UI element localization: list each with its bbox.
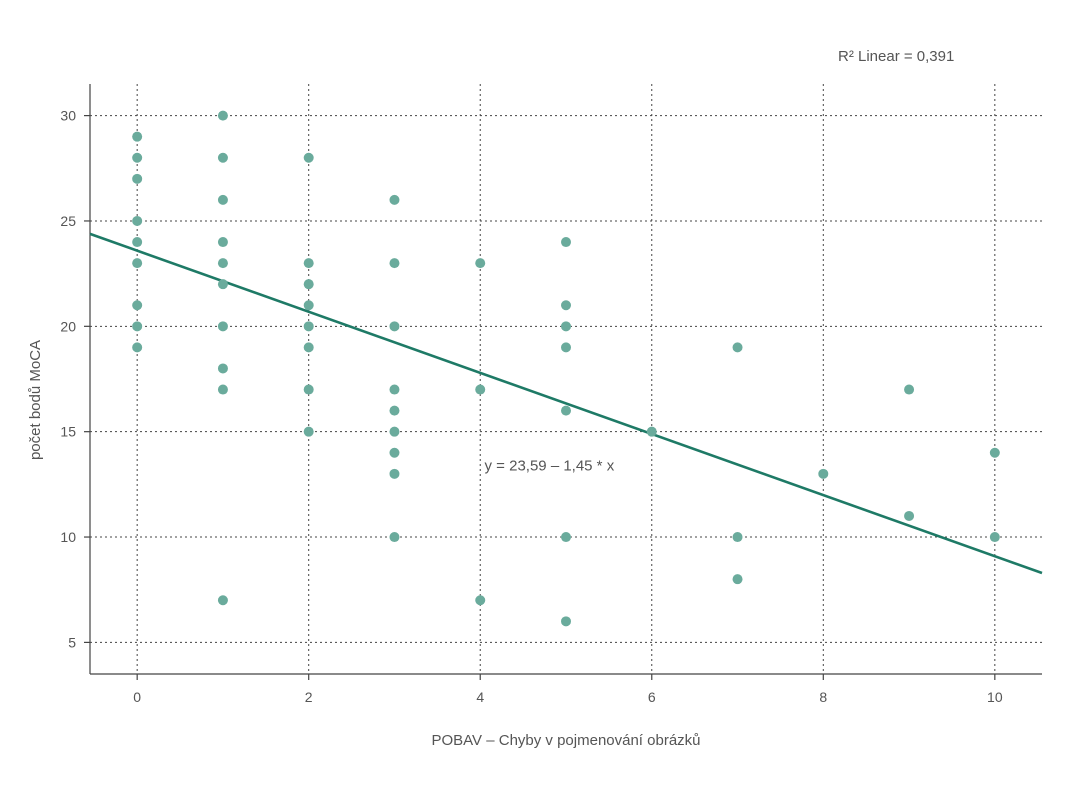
data-point xyxy=(303,384,314,395)
data-point xyxy=(217,152,228,163)
data-point xyxy=(132,258,143,269)
x-tick-label: 2 xyxy=(305,689,313,705)
regression-line xyxy=(89,232,1043,575)
data-point xyxy=(389,194,400,205)
x-axis-label: POBAV – Chyby v pojmenování obrázků xyxy=(431,732,700,749)
data-point xyxy=(217,595,228,606)
data-point xyxy=(389,468,400,479)
data-point xyxy=(389,532,400,543)
x-tick-label: 10 xyxy=(987,689,1003,705)
data-point xyxy=(132,321,143,332)
data-point xyxy=(389,426,400,437)
data-point xyxy=(904,510,915,521)
gridlines xyxy=(90,84,1042,674)
data-point xyxy=(475,258,486,269)
data-point xyxy=(475,595,486,606)
data-point xyxy=(561,405,571,416)
r-squared-label: R² Linear = 0,391 xyxy=(838,48,954,65)
data-point xyxy=(303,300,314,311)
data-point xyxy=(904,384,915,395)
data-points xyxy=(132,110,1000,627)
data-point xyxy=(561,321,571,332)
data-point xyxy=(303,152,314,163)
data-point xyxy=(561,300,571,311)
x-tick-label: 4 xyxy=(476,689,484,705)
data-point xyxy=(217,194,228,205)
y-tick-label: 10 xyxy=(60,529,76,545)
data-point xyxy=(561,532,571,543)
data-point xyxy=(732,342,743,353)
data-point xyxy=(989,447,1000,458)
data-point xyxy=(217,321,228,332)
y-tick-label: 20 xyxy=(60,318,76,334)
data-point xyxy=(132,152,143,163)
y-tick-label: 5 xyxy=(68,634,76,650)
data-point xyxy=(303,258,314,269)
axes xyxy=(89,84,1042,675)
y-tick-label: 30 xyxy=(60,108,76,124)
data-point xyxy=(732,574,743,585)
regression-equation-label: y = 23,59 – 1,45 * x xyxy=(485,457,615,474)
data-point xyxy=(132,131,143,142)
data-point xyxy=(818,468,829,479)
data-point xyxy=(732,532,743,543)
y-tick-label: 25 xyxy=(60,213,76,229)
data-point xyxy=(561,237,571,248)
data-point xyxy=(217,363,228,374)
data-point xyxy=(303,321,314,332)
data-point xyxy=(303,279,314,290)
data-point xyxy=(303,426,314,437)
data-point xyxy=(389,447,400,458)
x-tick-label: 8 xyxy=(819,689,827,705)
y-axis-label: počet bodů MoCA xyxy=(27,340,44,460)
data-point xyxy=(217,237,228,248)
data-point xyxy=(217,258,228,269)
x-axis-ticks: 0 2 4 6 8 10 xyxy=(133,674,1003,705)
data-point xyxy=(646,426,657,437)
data-point xyxy=(389,384,400,395)
data-point xyxy=(475,384,486,395)
data-point xyxy=(217,110,228,121)
data-point xyxy=(132,215,143,226)
data-point xyxy=(389,321,400,332)
data-point xyxy=(389,258,400,269)
data-point xyxy=(132,237,143,248)
data-point xyxy=(217,384,228,395)
data-point xyxy=(132,173,143,184)
y-tick-label: 15 xyxy=(60,424,76,440)
data-point xyxy=(561,342,571,353)
data-point xyxy=(303,342,314,353)
data-point xyxy=(561,616,571,627)
data-point xyxy=(217,279,228,290)
x-tick-label: 6 xyxy=(648,689,656,705)
data-point xyxy=(132,300,143,311)
y-axis-ticks: 5 10 15 20 25 30 xyxy=(60,108,90,650)
data-point xyxy=(389,405,400,416)
x-tick-label: 0 xyxy=(133,689,141,705)
data-point xyxy=(989,532,1000,543)
data-point xyxy=(132,342,143,353)
